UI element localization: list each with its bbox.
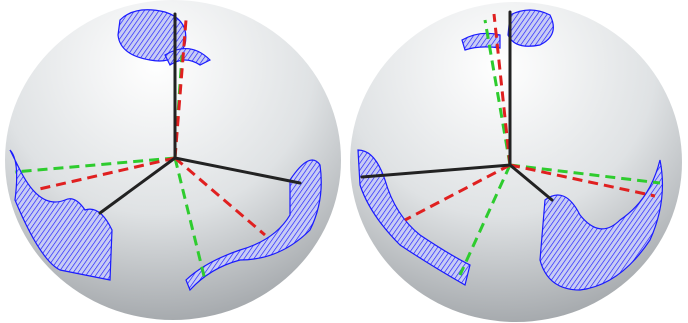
figure [0, 0, 688, 323]
left-sphere [5, 0, 341, 320]
sphere [350, 2, 682, 322]
right-sphere [350, 2, 682, 322]
trajectory [508, 10, 553, 46]
